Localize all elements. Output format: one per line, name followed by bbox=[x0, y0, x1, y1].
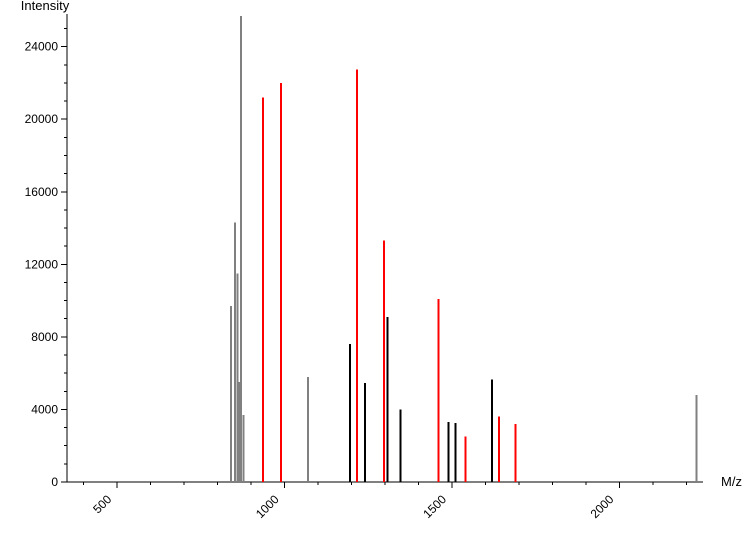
y-tick-label: 4000 bbox=[31, 402, 58, 416]
chart-svg: 0 4000 8000 12000 16000 20000 24000 500 1000 1500… bbox=[0, 0, 750, 540]
peak-bar bbox=[515, 424, 517, 482]
peak-bar bbox=[307, 377, 309, 482]
y-tick-label: 8000 bbox=[31, 330, 58, 344]
peak-bar bbox=[237, 273, 239, 482]
peak-bar bbox=[364, 383, 366, 482]
peak-bar bbox=[387, 317, 389, 482]
peak-bar bbox=[234, 223, 236, 482]
y-axis-label: Intensity bbox=[21, 0, 70, 13]
peak-bar bbox=[448, 422, 450, 482]
peak-bar bbox=[262, 97, 264, 482]
peak-bar bbox=[356, 69, 358, 482]
peak-bar bbox=[464, 437, 466, 482]
y-tick-label: 16000 bbox=[25, 185, 59, 199]
peak-bar bbox=[491, 380, 493, 482]
peak-bar bbox=[695, 395, 697, 482]
x-tick-label: 1500 bbox=[420, 492, 449, 521]
mass-spectrum-chart: 0 4000 8000 12000 16000 20000 24000 500 1000 1500… bbox=[0, 0, 750, 540]
peaks bbox=[230, 16, 697, 482]
x-axis-label: M/z bbox=[721, 474, 742, 489]
x-tick-label: 2000 bbox=[588, 492, 617, 521]
peak-bar bbox=[240, 16, 242, 482]
peak-bar bbox=[349, 344, 351, 482]
peak-bar bbox=[438, 299, 440, 482]
peak-bar bbox=[454, 423, 456, 482]
y-tick-label: 12000 bbox=[25, 257, 59, 271]
y-tick-label: 0 bbox=[51, 475, 58, 489]
peak-bar bbox=[280, 83, 282, 482]
y-ticks: 0 4000 8000 12000 16000 20000 24000 bbox=[25, 29, 67, 489]
x-tick-label: 500 bbox=[90, 492, 114, 516]
x-ticks: 500 1000 1500 2000 bbox=[84, 482, 687, 521]
y-tick-label: 20000 bbox=[25, 112, 59, 126]
peak-bar bbox=[498, 417, 500, 482]
x-tick-label: 1000 bbox=[253, 492, 282, 521]
peak-bar bbox=[399, 409, 401, 482]
peak-bar bbox=[230, 306, 232, 482]
peak-bar bbox=[383, 241, 385, 482]
peak-bar bbox=[243, 415, 245, 482]
y-tick-label: 24000 bbox=[25, 40, 59, 54]
